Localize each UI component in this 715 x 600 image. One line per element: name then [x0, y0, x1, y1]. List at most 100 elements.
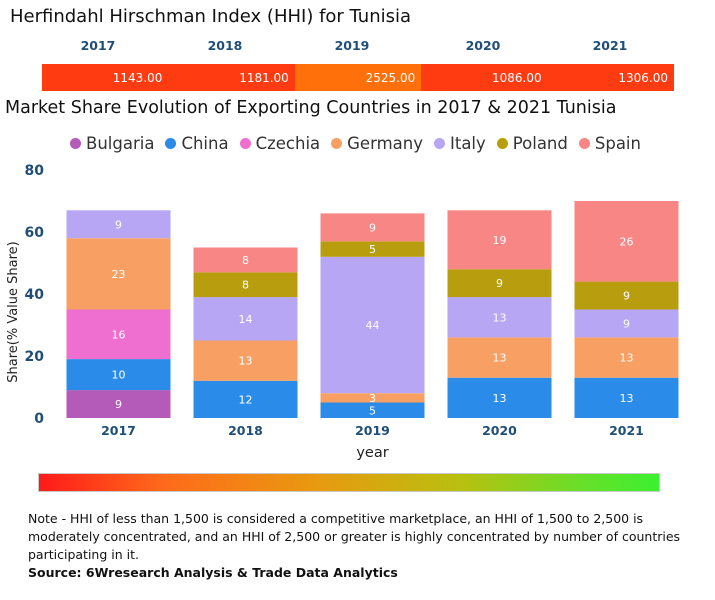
- y-tick-label: 20: [25, 349, 45, 365]
- bar-data-label: 10: [112, 369, 126, 382]
- bar-segment-italy: [320, 256, 425, 394]
- bar-data-label: 8: [242, 254, 249, 267]
- bar-segment-poland: [320, 241, 425, 257]
- bar-data-label: 9: [369, 221, 376, 234]
- hhi-title: Herfindahl Hirschman Index (HHI) for Tun…: [10, 6, 412, 27]
- x-tick-label: 2020: [482, 423, 517, 438]
- bar-segment-china: [66, 359, 171, 391]
- hhi-year-label: 2018: [207, 38, 243, 53]
- y-tick-label: 40: [25, 287, 45, 303]
- stacked-bar-chart: 0 20 40 60 80 Share(% Value Share) 9 10 16 23 9 201…: [6, 163, 679, 461]
- bar-segment-spain: [574, 201, 679, 282]
- bar-segment-italy: [66, 210, 171, 239]
- hhi-value-cell: 1086.00: [421, 64, 548, 91]
- bar-segment-germany: [193, 340, 298, 381]
- y-tick-label: 0: [34, 411, 44, 427]
- legend-item-china[interactable]: China: [165, 133, 229, 153]
- legend-item-italy[interactable]: Italy: [433, 133, 486, 153]
- bar-data-label: 14: [239, 313, 253, 326]
- hhi-gradient-scale: [38, 473, 660, 492]
- legend-label: Spain: [594, 133, 641, 153]
- hhi-year-label: 2020: [465, 38, 501, 53]
- hhi-value-bar: 1143.00 1181.00 2525.00 1086.00 1306.00: [42, 64, 675, 91]
- bar-data-label: 8: [242, 279, 249, 292]
- bar-data-label: 5: [369, 243, 376, 256]
- legend-item-spain[interactable]: Spain: [578, 133, 641, 153]
- bar-data-label: 13: [620, 352, 634, 365]
- bar-data-label: 3: [369, 392, 376, 405]
- bar-segment-italy: [193, 297, 298, 341]
- hhi-value-cell: 1143.00: [42, 64, 169, 91]
- bar-segment-italy: [447, 297, 552, 338]
- bar-data-label: 19: [493, 234, 507, 247]
- bar-segment-poland: [193, 272, 298, 298]
- bar-segment-china: [447, 377, 552, 418]
- bar-segment-germany: [447, 337, 552, 378]
- bar-data-label: 13: [493, 392, 507, 405]
- legend-swatch: [239, 137, 251, 149]
- bar-data-label: 9: [115, 218, 122, 231]
- bar-segment-italy: [574, 309, 679, 338]
- bar-data-label: 9: [496, 277, 503, 290]
- bar-data-label: 12: [239, 393, 253, 406]
- chart-legend: Bulgaria China Czechia Germany Italy Pol…: [70, 132, 652, 154]
- hhi-value-cell: 1181.00: [168, 64, 295, 91]
- bar-data-label: 13: [239, 355, 253, 368]
- bar-segment-germany: [574, 337, 679, 378]
- y-tick-label: 60: [25, 225, 45, 241]
- legend-swatch: [165, 137, 177, 149]
- hhi-value-cell: 1306.00: [547, 64, 675, 91]
- bar-data-label: 26: [620, 235, 634, 248]
- bar-data-label: 44: [366, 319, 380, 332]
- hhi-year-label: 2021: [592, 38, 628, 53]
- legend-swatch: [496, 137, 508, 149]
- bar-data-label: 9: [623, 317, 630, 330]
- legend-label: Italy: [449, 133, 486, 153]
- hhi-year-label: 2017: [80, 38, 116, 53]
- legend-item-bulgaria[interactable]: Bulgaria: [70, 134, 154, 153]
- hhi-year-label: 2019: [334, 38, 370, 53]
- x-tick-label: 2017: [101, 423, 136, 438]
- bar-segment-spain: [320, 213, 425, 242]
- bar-segment-spain: [193, 247, 298, 273]
- bar-data-label: 13: [620, 392, 634, 405]
- bar-segment-spain: [447, 210, 552, 270]
- legend-label: Germany: [347, 133, 423, 153]
- legend-label: Poland: [512, 133, 568, 153]
- legend-item-poland[interactable]: Poland: [496, 133, 568, 153]
- bar-segment-germany: [66, 238, 171, 310]
- bar-data-label: 5: [369, 404, 376, 417]
- x-tick-label: 2018: [228, 423, 263, 438]
- bar-segment-china: [193, 380, 298, 418]
- bar-segment-poland: [574, 281, 679, 310]
- chart-title: Market Share Evolution of Exporting Coun…: [5, 98, 617, 118]
- legend-item-germany[interactable]: Germany: [331, 134, 423, 153]
- legend-label: Czechia: [255, 133, 321, 153]
- legend-label: China: [181, 133, 229, 153]
- y-tick-label: 80: [25, 163, 45, 179]
- bar-data-label: 13: [493, 311, 507, 324]
- bar-data-label: 13: [493, 352, 507, 365]
- legend-label: Bulgaria: [86, 133, 155, 153]
- bar-data-label: 9: [623, 290, 630, 303]
- source-credit: Source: 6Wresearch Analysis & Trade Data…: [28, 565, 398, 580]
- x-tick-label: 2021: [609, 423, 644, 438]
- bar-segment-china: [574, 377, 679, 418]
- y-axis-label: Share(% Value Share): [6, 241, 21, 383]
- legend-swatch: [331, 137, 343, 149]
- legend-swatch: [433, 137, 445, 149]
- legend-item-czechia[interactable]: Czechia: [239, 133, 321, 153]
- bar-data-label: 16: [112, 328, 126, 341]
- x-axis-label: year: [356, 445, 388, 461]
- bar-segment-bulgaria: [66, 390, 171, 418]
- bar-segment-germany: [320, 393, 425, 403]
- bar-segment-czechia: [66, 309, 171, 360]
- bar-data-label: 9: [115, 398, 122, 411]
- bar-data-label: 23: [112, 268, 126, 281]
- hhi-note: Note - HHI of less than 1,500 is conside…: [28, 511, 681, 562]
- hhi-year-row: 2017 2018 2019 2020 2021: [42, 38, 674, 56]
- x-tick-label: 2019: [355, 423, 390, 438]
- bar-segment-china: [320, 402, 425, 418]
- legend-swatch: [70, 137, 81, 149]
- hhi-value-cell: 2525.00: [294, 64, 422, 91]
